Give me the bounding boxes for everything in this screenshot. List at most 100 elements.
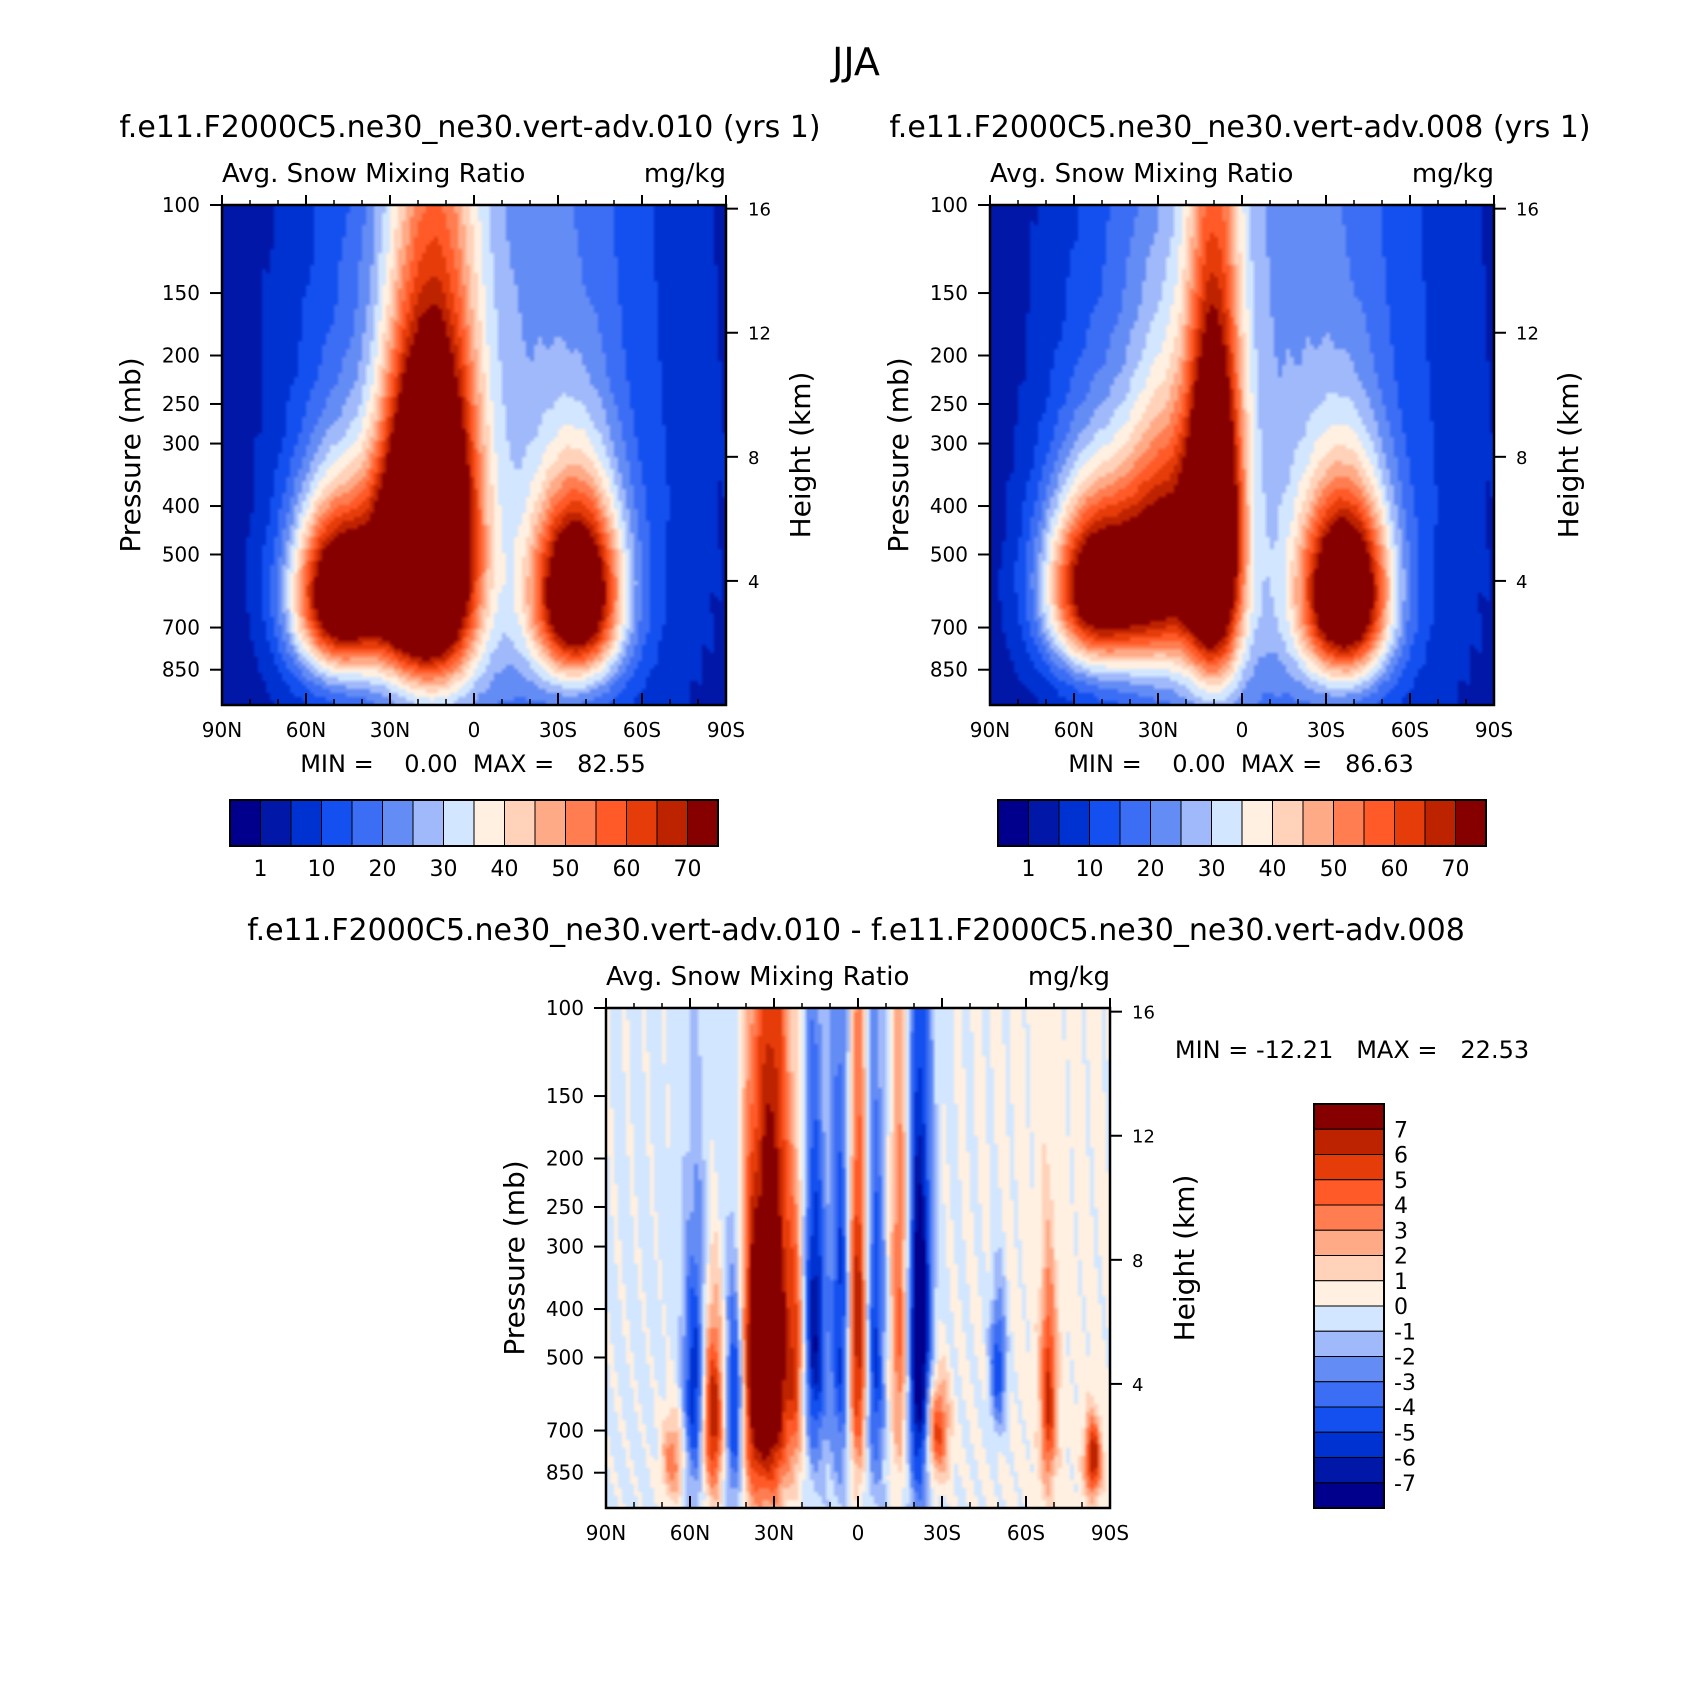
colorbar-label: 10 (308, 857, 336, 882)
colorbar-swatch (1272, 799, 1304, 847)
y2-tick-label: 16 (748, 200, 771, 221)
colorbar-swatch (1424, 799, 1456, 847)
x-tick-label: 60S (1391, 718, 1429, 742)
colorbar-label: 40 (491, 857, 519, 882)
panel-ne30-vert-adv-010: f.e11.F2000C5.ne30_ne30.vert-adv.010 (yr… (114, 110, 821, 882)
units-label: mg/kg (1028, 962, 1110, 992)
y-tick-label: 150 (930, 281, 968, 305)
colorbar-label: 20 (1137, 857, 1165, 882)
contour-fill (222, 205, 726, 705)
colorbar-swatch (1313, 1179, 1385, 1206)
colorbar-swatch (1313, 1356, 1385, 1383)
y-tick-label: 200 (930, 344, 968, 368)
x-tick-label: 60S (1007, 1521, 1045, 1545)
colorbar-swatch (1119, 799, 1151, 847)
colorbar-label: -1 (1394, 1320, 1416, 1345)
y-axis-title: Pressure (mb) (114, 357, 147, 552)
x-tick-label: 90S (1091, 1521, 1129, 1545)
colorbar-swatch (504, 799, 536, 847)
colorbar-label: 1 (1022, 857, 1036, 882)
y2-tick-label: 8 (748, 448, 759, 469)
colorbar-label: 3 (1394, 1219, 1408, 1244)
colorbar-swatch (1313, 1255, 1385, 1282)
colorbar-swatch (1089, 799, 1121, 847)
y2-axis-title: Height (km) (1552, 372, 1585, 539)
y2-axis-title: Height (km) (784, 372, 817, 539)
colorbar-swatch (473, 799, 505, 847)
colorbar-label: 30 (1198, 857, 1226, 882)
colorbar-label: -2 (1394, 1346, 1416, 1371)
colorbar-swatch (1058, 799, 1090, 847)
colorbar-swatch (382, 799, 414, 847)
x-tick-label: 30S (1307, 718, 1345, 742)
colorbar-swatch (1313, 1381, 1385, 1408)
y-tick-label: 100 (546, 996, 584, 1020)
y-tick-label: 250 (162, 392, 200, 416)
y-tick-label: 250 (546, 1195, 584, 1219)
y2-tick-label: 4 (1516, 572, 1527, 593)
variable-label: Avg. Snow Mixing Ratio (990, 159, 1293, 189)
y-tick-label: 700 (162, 616, 200, 640)
panel-title: f.e11.F2000C5.ne30_ne30.vert-adv.008 (yr… (889, 110, 1590, 145)
y-tick-label: 200 (162, 344, 200, 368)
colorbar-swatch (1150, 799, 1182, 847)
y-tick-label: 100 (930, 193, 968, 217)
colorbar-swatch (1313, 1330, 1385, 1357)
colorbar-label: 30 (430, 857, 458, 882)
y-tick-label: 100 (162, 193, 200, 217)
x-tick-label: 90S (707, 718, 745, 742)
y2-tick-label: 16 (1516, 200, 1539, 221)
colorbar-swatch (1313, 1406, 1385, 1433)
colorbar-label: -4 (1394, 1396, 1416, 1421)
colorbar-label: 7 (1394, 1118, 1408, 1143)
x-tick-label: 0 (852, 1521, 865, 1545)
y2-tick-label: 4 (748, 572, 759, 593)
y-tick-label: 700 (546, 1419, 584, 1443)
y-tick-label: 500 (162, 542, 200, 566)
colorbar-swatch (1302, 799, 1334, 847)
colorbar-swatch (534, 799, 566, 847)
colorbar-label: 50 (1320, 857, 1348, 882)
colorbar: 1 10 20 30 40 50 60 70 (997, 799, 1487, 882)
x-tick-label: 60N (670, 1521, 710, 1545)
y-tick-label: 400 (546, 1297, 584, 1321)
x-tick-label: 30S (539, 718, 577, 742)
colorbar-label: 10 (1076, 857, 1104, 882)
colorbar-swatch (565, 799, 597, 847)
y-tick-label: 150 (546, 1084, 584, 1108)
x-tick-label: 60N (286, 718, 326, 742)
colorbar-swatch (290, 799, 322, 847)
colorbar-swatch (1180, 799, 1212, 847)
colorbar: 1 10 20 30 40 50 60 70 (229, 799, 719, 882)
units-label: mg/kg (1412, 159, 1494, 189)
colorbar-swatch (1333, 799, 1365, 847)
colorbar-label: -6 (1394, 1447, 1416, 1472)
y-tick-label: 850 (546, 1461, 584, 1485)
colorbar-label: 20 (369, 857, 397, 882)
colorbar-label: 0 (1394, 1295, 1408, 1320)
y-tick-label: 150 (162, 281, 200, 305)
x-tick-label: 90N (586, 1521, 626, 1545)
colorbar-swatch (1394, 799, 1426, 847)
y-tick-label: 300 (546, 1235, 584, 1259)
colorbar-swatch (229, 799, 261, 847)
y-tick-label: 300 (930, 432, 968, 456)
colorbar-label: -7 (1394, 1472, 1416, 1497)
y-axis-title: Pressure (mb) (498, 1160, 531, 1355)
colorbar-swatch (997, 799, 1029, 847)
colorbar-swatch (1313, 1103, 1385, 1130)
colorbar-frame (1313, 1103, 1385, 1509)
x-tick-label: 90N (202, 718, 242, 742)
stats-label: MIN = 0.00 MAX = 86.63 (1068, 750, 1414, 778)
y-tick-label: 300 (162, 432, 200, 456)
variable-label: Avg. Snow Mixing Ratio (606, 962, 909, 992)
x-tick-label: 30N (1138, 718, 1178, 742)
colorbar-swatch (412, 799, 444, 847)
colorbar-label: 40 (1259, 857, 1287, 882)
y-axis-title: Pressure (mb) (882, 357, 915, 552)
colorbar-frame (997, 799, 1487, 847)
contour-plot-area: 90N 60N 30N 0 30S 60S 90S 100 150 200 250 300 400 500… (546, 996, 1155, 1545)
colorbar-swatch (1363, 799, 1395, 847)
y-tick-label: 400 (930, 494, 968, 518)
